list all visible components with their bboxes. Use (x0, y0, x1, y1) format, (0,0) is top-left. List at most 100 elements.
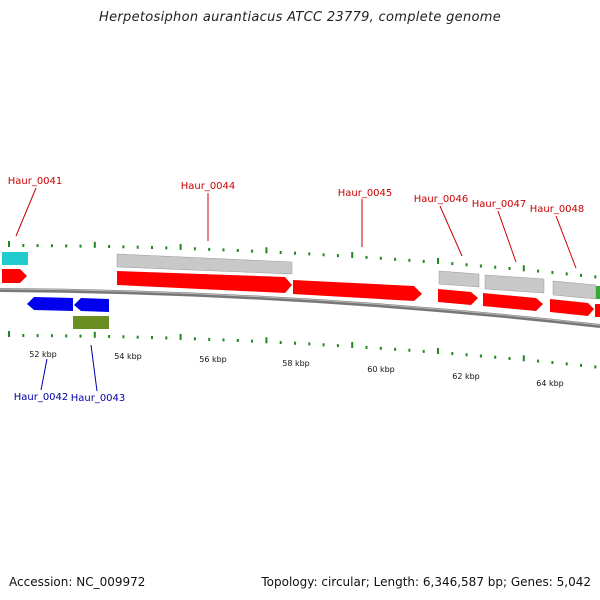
minor-tick (394, 347, 397, 351)
minor-tick (580, 273, 582, 277)
minor-tick (222, 338, 225, 342)
minor-tick (294, 341, 296, 345)
minor-tick (165, 336, 168, 340)
kbp-label-62: 62 kbp (452, 372, 480, 381)
minor-tick (451, 262, 454, 266)
kbp-label-56: 56 kbp (199, 355, 227, 364)
tick-row-top (8, 241, 597, 279)
major-tick (437, 348, 439, 354)
minor-tick (322, 253, 325, 257)
minor-tick (465, 353, 468, 357)
minor-tick (508, 267, 511, 270)
minor-tick (122, 335, 125, 339)
minor-tick (65, 334, 68, 338)
minor-tick (108, 245, 111, 248)
gene-label-haur-0041[interactable]: Haur_0041 (8, 176, 63, 187)
major-tick (8, 331, 10, 337)
minor-tick (494, 265, 497, 269)
gene-haur-0046-block[interactable] (438, 270, 480, 288)
minor-tick (451, 352, 454, 356)
minor-tick (236, 249, 239, 252)
minor-tick (65, 244, 68, 248)
cds-arrow-0041[interactable] (2, 269, 27, 283)
genome-summary-text: Topology: circular; Length: 6,346,587 bp… (261, 575, 591, 589)
major-tick (437, 258, 439, 264)
cds-arrow-0046[interactable] (438, 289, 478, 305)
minor-tick (408, 348, 411, 352)
gene-haur-0041-block[interactable] (2, 252, 28, 265)
minor-tick (36, 334, 39, 338)
cds-arrow-0047[interactable] (483, 293, 543, 311)
cds-arrow-0043[interactable] (74, 298, 109, 312)
minor-tick (193, 337, 196, 341)
gene-haur-0044-block[interactable] (116, 253, 293, 275)
accession-text: Accession: NC_009972 (9, 575, 146, 589)
major-tick (265, 247, 268, 254)
minor-tick (465, 263, 468, 267)
minor-tick (422, 349, 425, 353)
minor-tick (79, 334, 82, 338)
cds-arrow-0042[interactable] (27, 297, 73, 311)
minor-tick (336, 344, 339, 348)
gene-label-haur-0048[interactable]: Haur_0048 (530, 204, 585, 215)
minor-tick (136, 245, 139, 249)
gene-haur-0047-block[interactable] (484, 274, 545, 294)
minor-tick (308, 342, 311, 346)
cds-arrow-0045[interactable] (293, 280, 422, 301)
minor-tick (322, 343, 325, 347)
minor-tick (551, 271, 554, 274)
minor-tick (36, 244, 39, 248)
minor-tick (508, 357, 511, 360)
major-tick (522, 265, 525, 272)
gene-haur-0043-block[interactable] (73, 316, 109, 329)
major-tick (8, 241, 10, 247)
cds-arrow-end[interactable] (595, 304, 600, 317)
minor-tick (479, 264, 482, 268)
tick-row-bottom (8, 331, 597, 369)
minor-tick (151, 246, 153, 249)
gene-haur-0048-block[interactable] (552, 280, 597, 300)
minor-tick (594, 365, 597, 369)
gene-label-haur-0043[interactable]: Haur_0043 (71, 393, 126, 404)
gene-green-block[interactable] (596, 286, 600, 299)
minor-tick (222, 248, 225, 252)
gene-label-haur-0047[interactable]: Haur_0047 (472, 199, 527, 210)
minor-tick (208, 337, 211, 341)
cds-arrow-0048[interactable] (550, 299, 594, 316)
cds-arrow-0044[interactable] (117, 271, 292, 293)
gene-label-haur-0045[interactable]: Haur_0045 (338, 188, 393, 199)
kbp-label-58: 58 kbp (282, 359, 310, 368)
genome-backbone (0, 288, 600, 328)
major-tick (265, 337, 268, 344)
minor-tick (379, 256, 382, 260)
minor-tick (251, 339, 254, 343)
minor-tick (79, 244, 82, 248)
minor-tick (336, 254, 339, 258)
genome-title: Herpetosiphon aurantiacus ATCC 23779, co… (99, 10, 501, 25)
gene-label-haur-0042[interactable]: Haur_0042 (14, 392, 69, 403)
major-tick (179, 243, 182, 250)
gene-label-haur-0046[interactable]: Haur_0046 (414, 194, 469, 205)
minor-tick (565, 272, 568, 276)
gene-label-haur-0044[interactable]: Haur_0044 (181, 181, 236, 192)
minor-tick (193, 247, 196, 251)
minor-tick (594, 275, 597, 279)
minor-tick (251, 249, 254, 253)
minor-tick (365, 255, 368, 259)
minor-tick (279, 251, 282, 254)
minor-tick (580, 363, 582, 367)
kbp-label-52: 52 kbp (29, 350, 57, 359)
minor-tick (22, 244, 25, 247)
minor-tick (537, 269, 540, 273)
minor-tick (122, 245, 125, 249)
minor-tick (50, 334, 53, 338)
minor-tick (565, 362, 568, 366)
major-tick (351, 342, 354, 348)
minor-tick (551, 361, 554, 364)
minor-tick (537, 359, 540, 363)
minor-tick (279, 341, 282, 344)
minor-tick (50, 244, 53, 248)
minor-tick (422, 259, 425, 263)
minor-tick (151, 336, 153, 339)
